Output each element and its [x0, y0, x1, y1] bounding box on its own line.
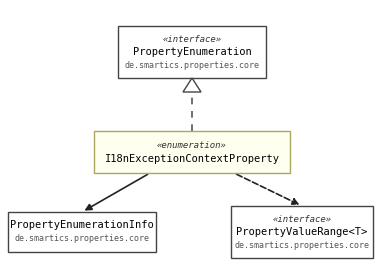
- Bar: [94, 131, 290, 173]
- Text: I18nExceptionContextProperty: I18nExceptionContextProperty: [104, 154, 280, 164]
- Bar: [231, 206, 373, 258]
- Text: «interface»: «interface»: [273, 214, 331, 223]
- Text: de.smartics.properties.core: de.smartics.properties.core: [234, 241, 370, 249]
- Text: «interface»: «interface»: [162, 34, 221, 43]
- Text: PropertyEnumeration: PropertyEnumeration: [132, 47, 251, 57]
- Text: PropertyEnumerationInfo: PropertyEnumerationInfo: [10, 220, 154, 230]
- Polygon shape: [183, 78, 201, 92]
- Text: «enumeration»: «enumeration»: [157, 141, 227, 150]
- Text: de.smartics.properties.core: de.smartics.properties.core: [15, 234, 149, 243]
- Bar: [8, 212, 156, 252]
- Bar: [118, 26, 266, 78]
- Text: PropertyValueRange<T>: PropertyValueRange<T>: [236, 227, 368, 237]
- Text: de.smartics.properties.core: de.smartics.properties.core: [124, 60, 259, 69]
